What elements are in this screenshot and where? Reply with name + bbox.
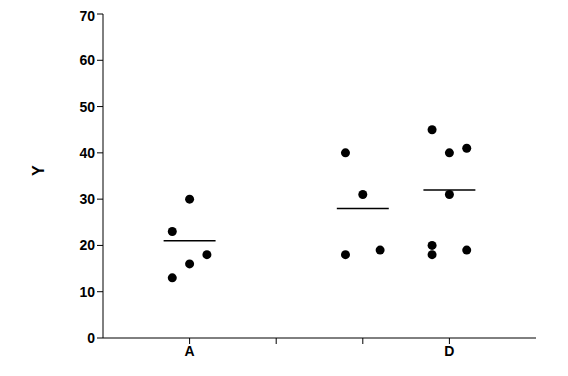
svg-text:20: 20 [79,237,95,253]
svg-text:50: 50 [79,99,95,115]
svg-text:Y: Y [30,165,47,176]
svg-text:10: 10 [79,284,95,300]
svg-text:70: 70 [79,8,95,24]
svg-text:D: D [444,343,454,359]
svg-text:A: A [185,343,195,359]
svg-text:30: 30 [79,191,95,207]
svg-text:0: 0 [87,330,95,346]
svg-text:60: 60 [79,52,95,68]
svg-text:40: 40 [79,145,95,161]
